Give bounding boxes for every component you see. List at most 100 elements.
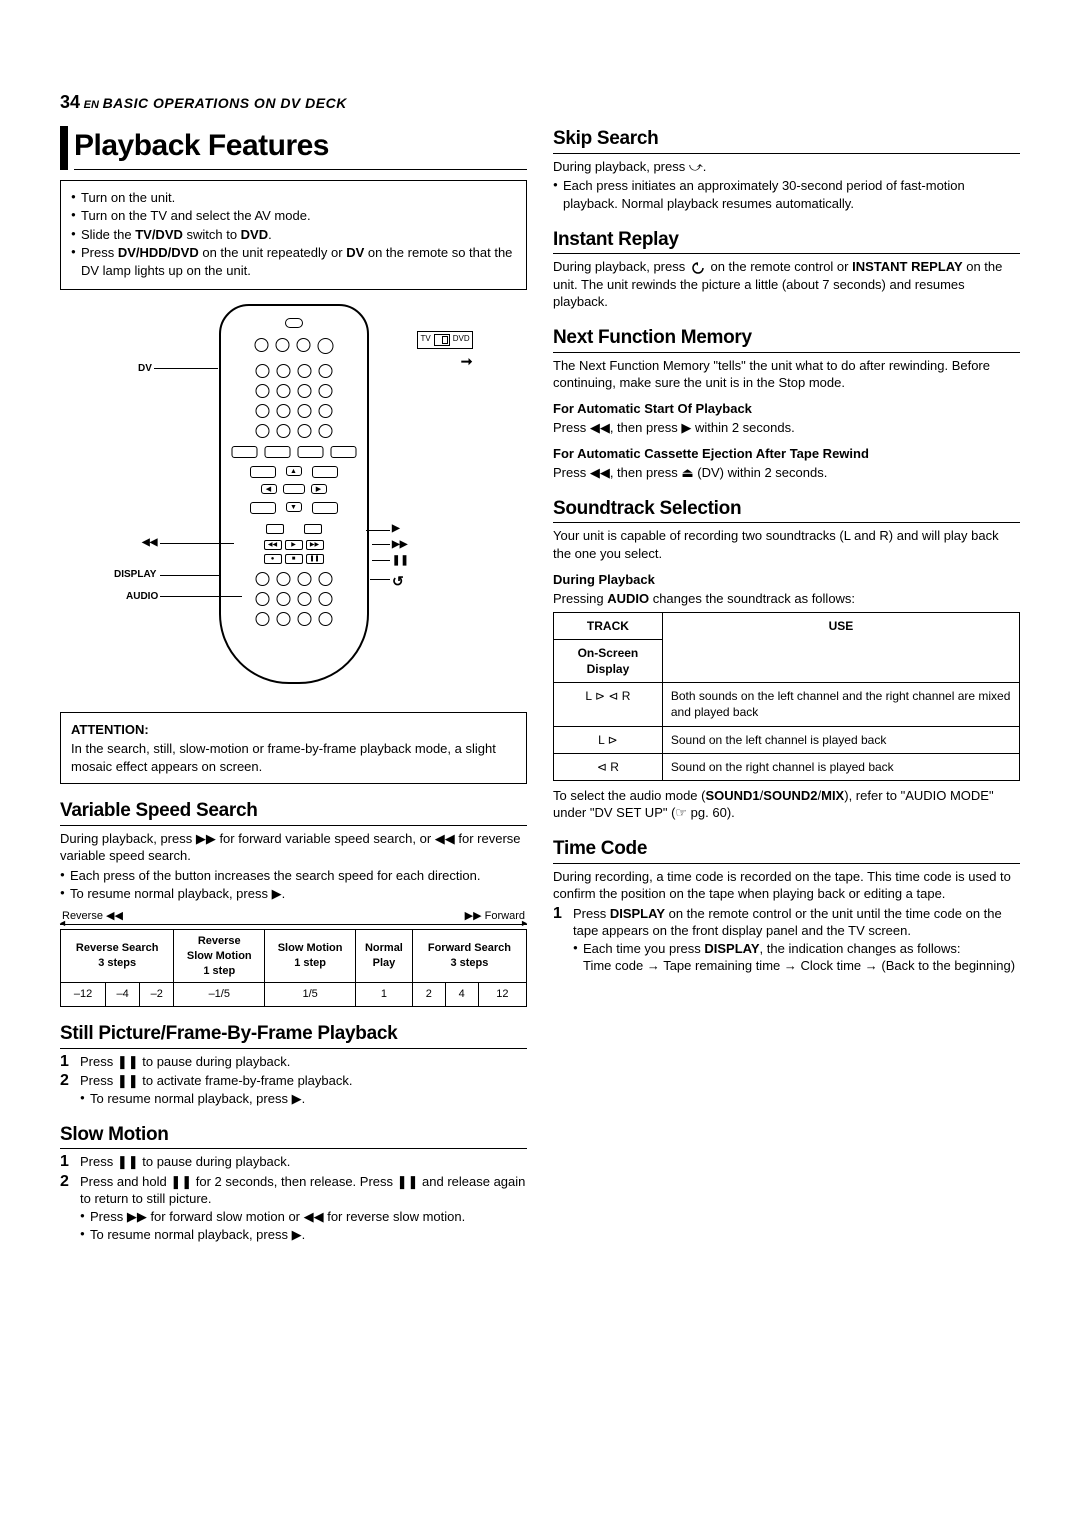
prep-item: Turn on the unit.	[71, 189, 516, 207]
lbl-fwd: ▶▶	[392, 538, 407, 552]
prep-box: Turn on the unit. Turn on the TV and sel…	[60, 180, 527, 290]
slow-s2-text: Press and hold ❚❚ for 2 seconds, then re…	[80, 1174, 525, 1207]
remote-btn	[297, 612, 311, 626]
leader	[370, 579, 390, 580]
speed-td: –12	[61, 983, 106, 1007]
skip-p1: During playback, press ⤻.	[553, 158, 1020, 176]
tv-label: TV	[421, 334, 431, 345]
still-steps: Press ❚❚ to pause during playback. Press…	[60, 1053, 527, 1108]
title-bar	[60, 126, 68, 170]
remote-btn-ok	[283, 484, 305, 494]
remote-btn	[297, 592, 311, 606]
slow-b2: To resume normal playback, press ▶.	[80, 1226, 527, 1244]
timecode-title: Time Code	[553, 836, 1020, 864]
nfm-h2: For Automatic Cassette Ejection After Ta…	[553, 445, 1020, 463]
leader	[160, 596, 242, 597]
leader	[160, 543, 234, 544]
remote-btn	[276, 612, 290, 626]
speed-arrows: Reverse ◀◀ ▶▶ Forward	[60, 909, 527, 924]
prep-list: Turn on the unit. Turn on the TV and sel…	[71, 189, 516, 280]
sound-h1: During Playback	[553, 571, 1020, 589]
remote-btn-8	[276, 404, 290, 418]
speed-td: 1/5	[265, 983, 356, 1007]
leader	[372, 544, 390, 545]
nfm-h1: For Automatic Start Of Playback	[553, 400, 1020, 418]
leader	[366, 530, 390, 531]
sound-p2: Pressing AUDIO changes the soundtrack as…	[553, 590, 1020, 608]
speed-td: –2	[140, 983, 174, 1007]
still-title: Still Picture/Frame-By-Frame Playback	[60, 1021, 527, 1049]
remote-btn-rect	[264, 446, 290, 458]
leader	[160, 575, 221, 576]
nfm-title: Next Function Memory	[553, 325, 1020, 353]
remote-btn-left: ◀	[261, 484, 277, 494]
lbl-play: ▶	[392, 522, 400, 536]
dvd-label: DVD	[453, 334, 470, 345]
remote-btn-rect	[231, 446, 257, 458]
remote-btn-pause: ❚❚	[306, 554, 324, 564]
slow-b1: Press ▶▶ for forward slow motion or ◀◀ f…	[80, 1208, 527, 1226]
remote-btn	[275, 338, 289, 352]
timecode-s1-text: Press DISPLAY on the remote control or t…	[573, 906, 1002, 939]
switch-box	[434, 334, 450, 346]
timecode-b1: Each time you press DISPLAY, the indicat…	[573, 940, 1020, 975]
right-column: Skip Search During playback, press ⤻. Ea…	[553, 126, 1020, 1246]
remote-btn-stop: ■	[285, 554, 303, 564]
lbl-rew: ◀◀	[142, 536, 157, 550]
speed-td: –4	[106, 983, 140, 1007]
left-column: Playback Features Turn on the unit. Turn…	[60, 126, 527, 1246]
skip-b1: Each press initiates an approximately 30…	[553, 177, 1020, 212]
track-cell: ⊲ R	[554, 753, 663, 780]
replay-icon	[689, 262, 707, 274]
main-title: Playback Features	[74, 126, 527, 170]
lbl-audio: AUDIO	[126, 590, 158, 604]
audio-table: TRACK USE On-Screen Display L ⊳ ⊲ R Both…	[553, 612, 1020, 781]
vss-p1: During playback, press ▶▶ for forward va…	[60, 830, 527, 865]
instant-title: Instant Replay	[553, 227, 1020, 255]
remote-btn	[255, 612, 269, 626]
sound-p3: To select the audio mode (SOUND1/SOUND2/…	[553, 787, 1020, 822]
track-cell: L ⊳	[554, 726, 663, 753]
vss-title: Variable Speed Search	[60, 798, 527, 826]
remote-btn	[276, 572, 290, 586]
remote-btn	[297, 424, 311, 438]
remote-btn-play: ▶	[285, 540, 303, 550]
remote-btn	[255, 592, 269, 606]
remote-btn-sm	[304, 524, 322, 534]
timecode-steps: Press DISPLAY on the remote control or t…	[553, 905, 1020, 975]
switch-knob	[442, 336, 448, 344]
page-lang: EN	[84, 99, 99, 111]
arrow-rev: Reverse ◀◀	[62, 909, 123, 924]
remote-btn-rew: ◀◀	[264, 540, 282, 550]
leader	[154, 368, 218, 369]
remote-btn-right: ▶	[311, 484, 327, 494]
lbl-display: DISPLAY	[114, 568, 156, 582]
main-title-wrap: Playback Features	[60, 126, 527, 170]
use-cell: Sound on the right channel is played bac…	[662, 753, 1019, 780]
remote-btn-fwd: ▶▶	[306, 540, 324, 550]
remote-btn	[297, 572, 311, 586]
remote-btn	[318, 424, 332, 438]
remote-btn-rect	[330, 446, 356, 458]
speed-th: Reverse Search 3 steps	[61, 929, 174, 983]
page-header: 34 EN BASIC OPERATIONS ON DV DECK	[60, 90, 1020, 114]
remote-btn-6	[297, 384, 311, 398]
remote-btn-4	[255, 384, 269, 398]
nfm-p2: Press ◀◀, then press ▶ within 2 seconds.	[553, 419, 1020, 437]
nfm-p1: The Next Function Memory "tells" the uni…	[553, 357, 1020, 392]
timecode-seq: Time code → Tape remaining time → Clock …	[583, 958, 1015, 973]
vss-b2: To resume normal playback, press ▶.	[60, 885, 527, 903]
timecode-p1: During recording, a time code is recorde…	[553, 868, 1020, 903]
th-track: TRACK	[554, 612, 663, 639]
lbl-loop: ↺	[392, 572, 404, 591]
content-columns: Playback Features Turn on the unit. Turn…	[60, 126, 1020, 1246]
speed-td: 1	[356, 983, 413, 1007]
remote-btn-rect	[250, 466, 276, 478]
remote-btn-2	[276, 364, 290, 378]
remote-btn-rect	[250, 502, 276, 514]
th-osd: On-Screen Display	[554, 639, 663, 682]
timecode-s1: Press DISPLAY on the remote control or t…	[553, 905, 1020, 975]
sound-title: Soundtrack Selection	[553, 496, 1020, 524]
remote-btn-5	[276, 384, 290, 398]
remote-btn	[318, 592, 332, 606]
